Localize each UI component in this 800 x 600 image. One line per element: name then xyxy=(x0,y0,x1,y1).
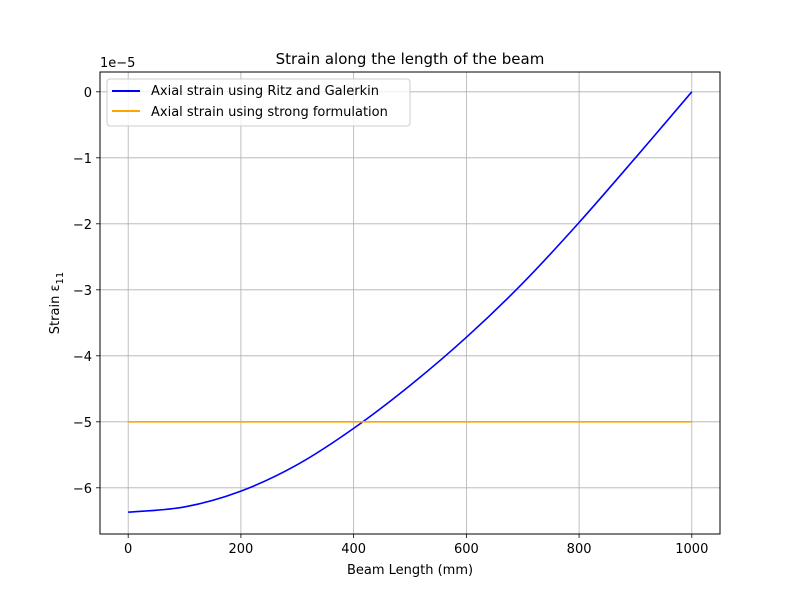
axes-frame xyxy=(99,71,721,535)
x-tick-label: 800 xyxy=(567,542,592,557)
legend: Axial strain using Ritz and Galerkin Axi… xyxy=(106,78,411,127)
x-tick-label: 1000 xyxy=(675,542,708,557)
y-tick-label: 0 xyxy=(84,86,92,101)
y-offset-text: 1e−5 xyxy=(100,56,135,71)
legend-entry-ritz-galerkin: Axial strain using Ritz and Galerkin xyxy=(151,84,379,99)
y-tick-label: −5 xyxy=(73,416,92,431)
series-line-0 xyxy=(128,91,693,514)
legend-box xyxy=(106,78,411,127)
legend-entry-strong-formulation: Axial strain using strong formulation xyxy=(151,105,388,120)
y-axis-label: Strain ε11 xyxy=(48,272,66,334)
y-tick-label: −2 xyxy=(73,218,92,233)
x-tick-label: 400 xyxy=(341,542,366,557)
series-layer xyxy=(128,91,693,514)
x-tick-label: 0 xyxy=(124,542,132,557)
chart-title: Strain along the length of the beam xyxy=(276,50,545,68)
x-tick-label: 600 xyxy=(454,542,479,557)
y-tick-label: −6 xyxy=(73,482,92,497)
ticks: 0 200 400 600 800 1000 −6 −5 −4 −3 −2 −1 0 xyxy=(73,86,709,557)
y-axis-label-main: Strain ε xyxy=(48,285,63,335)
y-tick-label: −3 xyxy=(73,284,92,299)
y-axis-label-subscript: 11 xyxy=(55,272,66,285)
x-tick-label: 200 xyxy=(228,542,253,557)
x-axis-label: Beam Length (mm) xyxy=(347,563,473,578)
grid xyxy=(100,72,720,534)
y-tick-label: −1 xyxy=(73,152,92,167)
y-tick-label: −4 xyxy=(73,350,92,365)
